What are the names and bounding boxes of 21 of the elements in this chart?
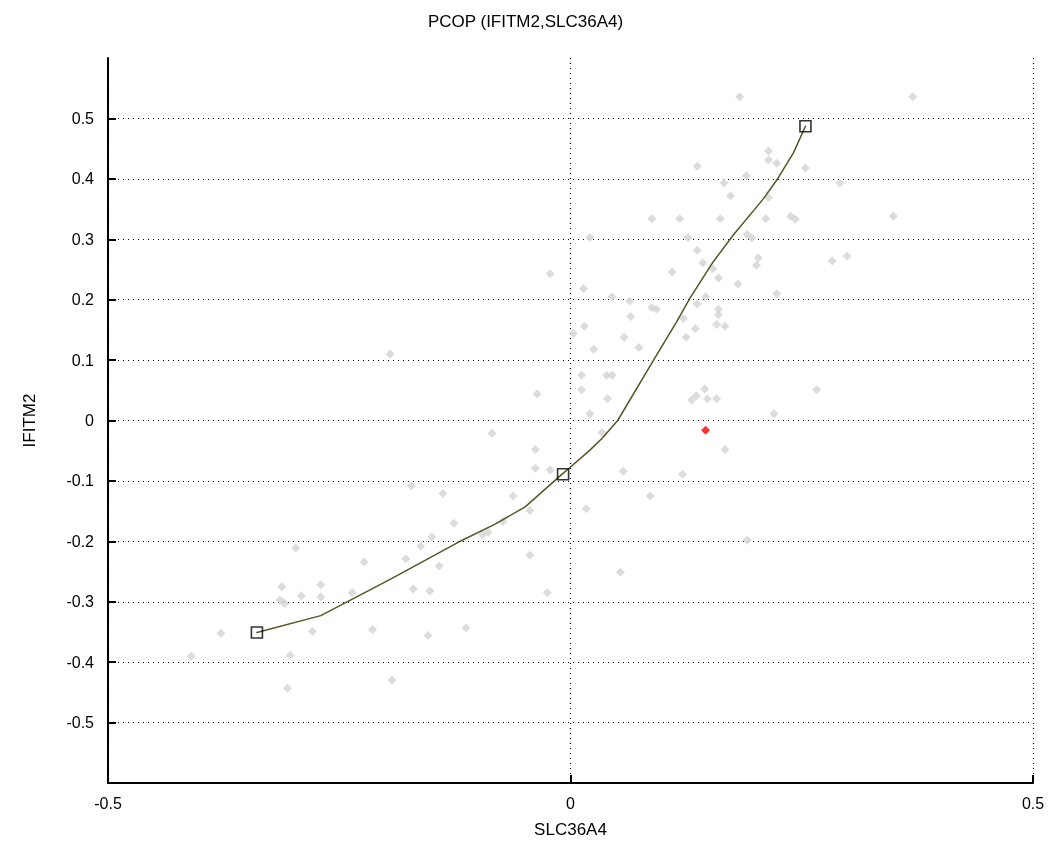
y-tick-label: -0.5 <box>66 714 95 732</box>
point <box>799 119 812 133</box>
y-tick-label: 0.1 <box>71 351 95 369</box>
y-tick-label: -0.1 <box>66 472 95 490</box>
x-tick-label: 0.5 <box>1021 794 1045 812</box>
y-tick-label: -0.4 <box>66 653 95 671</box>
y-tick-label: 0.2 <box>71 291 95 309</box>
y-tick-label: 0.4 <box>71 170 95 188</box>
point <box>701 425 711 435</box>
point <box>556 467 570 481</box>
y-axis-title: IFITM2 <box>20 393 39 448</box>
y-tick-label: -0.2 <box>66 532 95 550</box>
x-tick-label: 0 <box>566 794 576 812</box>
y-tick-label: 0 <box>85 412 95 429</box>
point <box>250 626 264 639</box>
chart-title: PCOP (IFITM2,SLC36A4) <box>427 12 624 31</box>
y-tick-label: -0.3 <box>66 593 95 611</box>
x-axis-title: SLC36A4 <box>534 820 607 839</box>
x-tick-label: -0.5 <box>94 794 122 812</box>
y-tick-label: 0.5 <box>71 109 95 127</box>
y-tick-label: 0.3 <box>71 230 95 248</box>
